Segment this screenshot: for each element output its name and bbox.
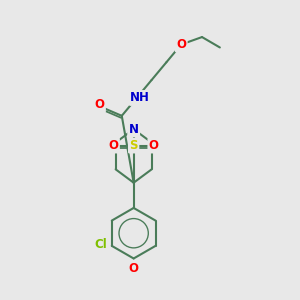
Text: O: O (149, 139, 159, 152)
Text: O: O (94, 98, 104, 111)
Text: N: N (129, 123, 139, 136)
Text: O: O (108, 139, 118, 152)
Text: NH: NH (130, 92, 150, 104)
Text: S: S (129, 139, 138, 152)
Text: O: O (129, 262, 139, 275)
Text: Cl: Cl (94, 238, 107, 251)
Text: O: O (176, 38, 186, 51)
